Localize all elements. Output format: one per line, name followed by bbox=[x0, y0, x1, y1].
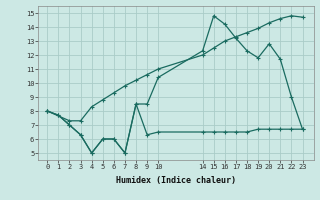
X-axis label: Humidex (Indice chaleur): Humidex (Indice chaleur) bbox=[116, 176, 236, 185]
